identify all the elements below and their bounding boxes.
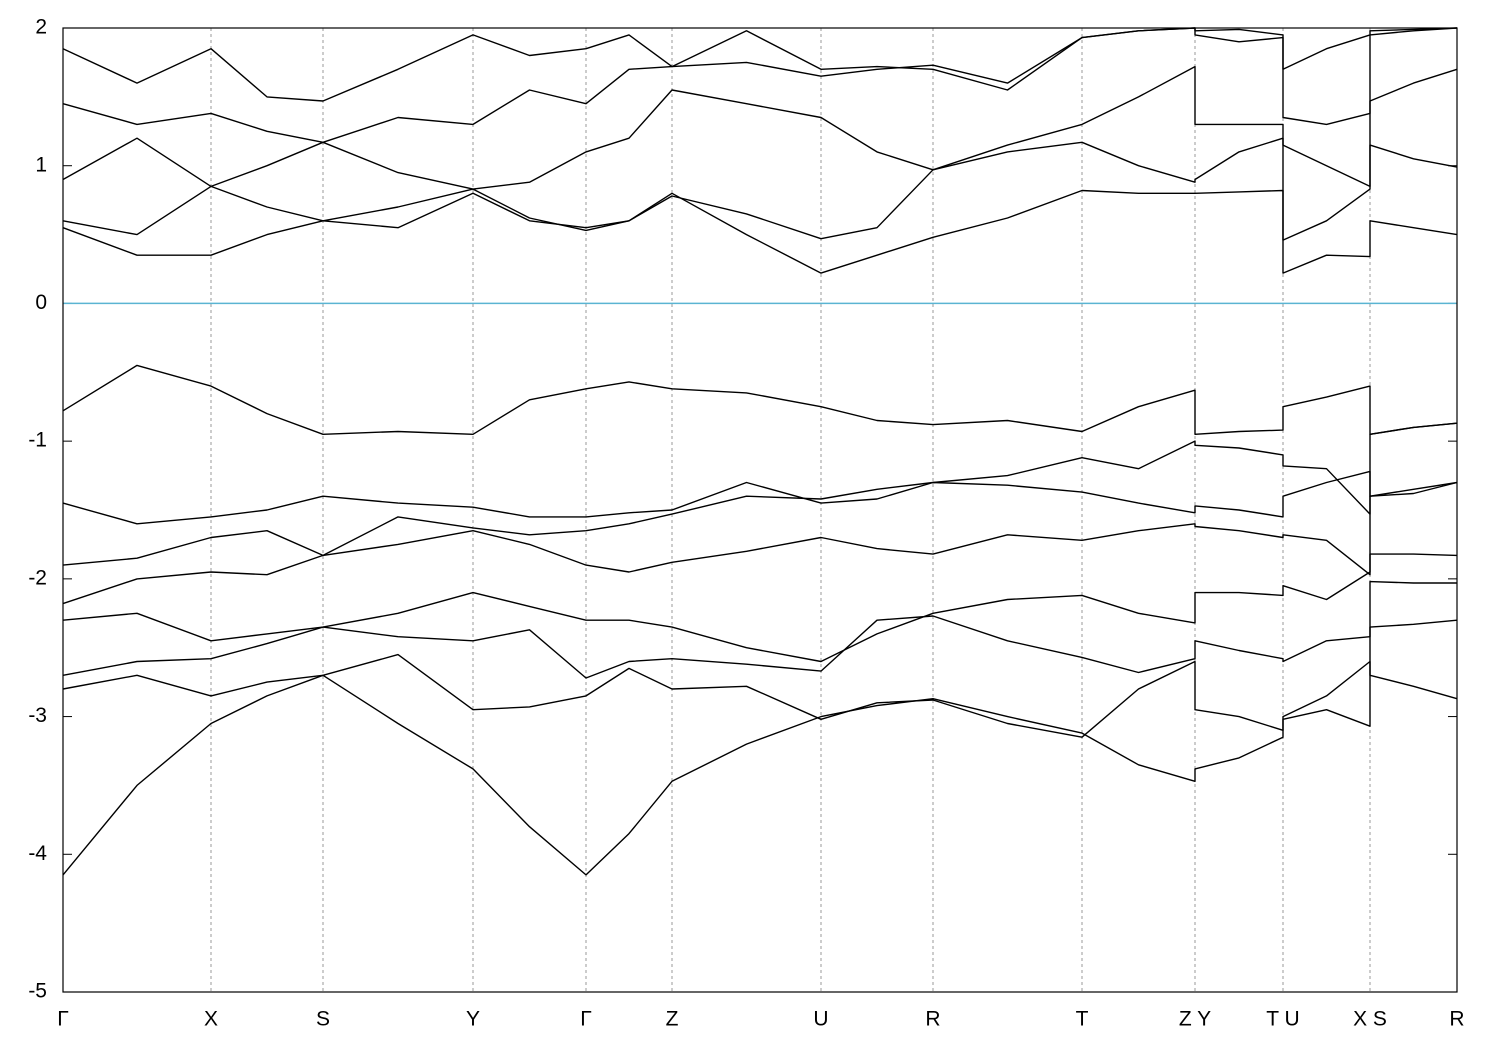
x-tick-label: R [925, 1008, 940, 1031]
x-tick-label: Z Y [1179, 1008, 1211, 1031]
x-tick-label: T U [1266, 1008, 1299, 1031]
band-line [62, 364, 1458, 435]
band-line [62, 27, 1458, 143]
y-tick-label: -3 [28, 704, 47, 727]
y-tick-label: 2 [35, 16, 47, 39]
x-tick-label: T [1076, 1008, 1089, 1031]
band-line [62, 660, 1458, 876]
x-tick-label: X S [1353, 1008, 1387, 1031]
band-line [62, 580, 1457, 679]
x-tick-label: U [813, 1008, 828, 1031]
y-tick-label: -4 [28, 842, 47, 865]
band-line [62, 619, 1458, 738]
y-tick-label: 0 [35, 291, 47, 314]
x-tick-label: Γ [57, 1008, 69, 1031]
band-line [62, 137, 1458, 241]
x-tick-label: Γ [580, 1008, 592, 1031]
plot-frame [62, 27, 1458, 993]
y-tick-label: -2 [28, 566, 47, 589]
y-tick-label: -1 [28, 429, 47, 452]
x-tick-label: Z [666, 1008, 679, 1031]
band-line [62, 65, 1458, 190]
band-line [62, 553, 1458, 663]
band-line [62, 470, 1458, 566]
y-tick-label: -5 [28, 980, 47, 1003]
band-line [62, 189, 1458, 274]
x-tick-label: R [1449, 1008, 1464, 1031]
x-tick-label: S [316, 1008, 330, 1031]
band-line [62, 481, 1458, 605]
x-tick-label: Y [466, 1008, 480, 1031]
x-tick-label: X [204, 1008, 218, 1031]
band-line [62, 422, 1458, 525]
band-line [62, 27, 1458, 102]
y-tick-label: 1 [35, 153, 47, 176]
